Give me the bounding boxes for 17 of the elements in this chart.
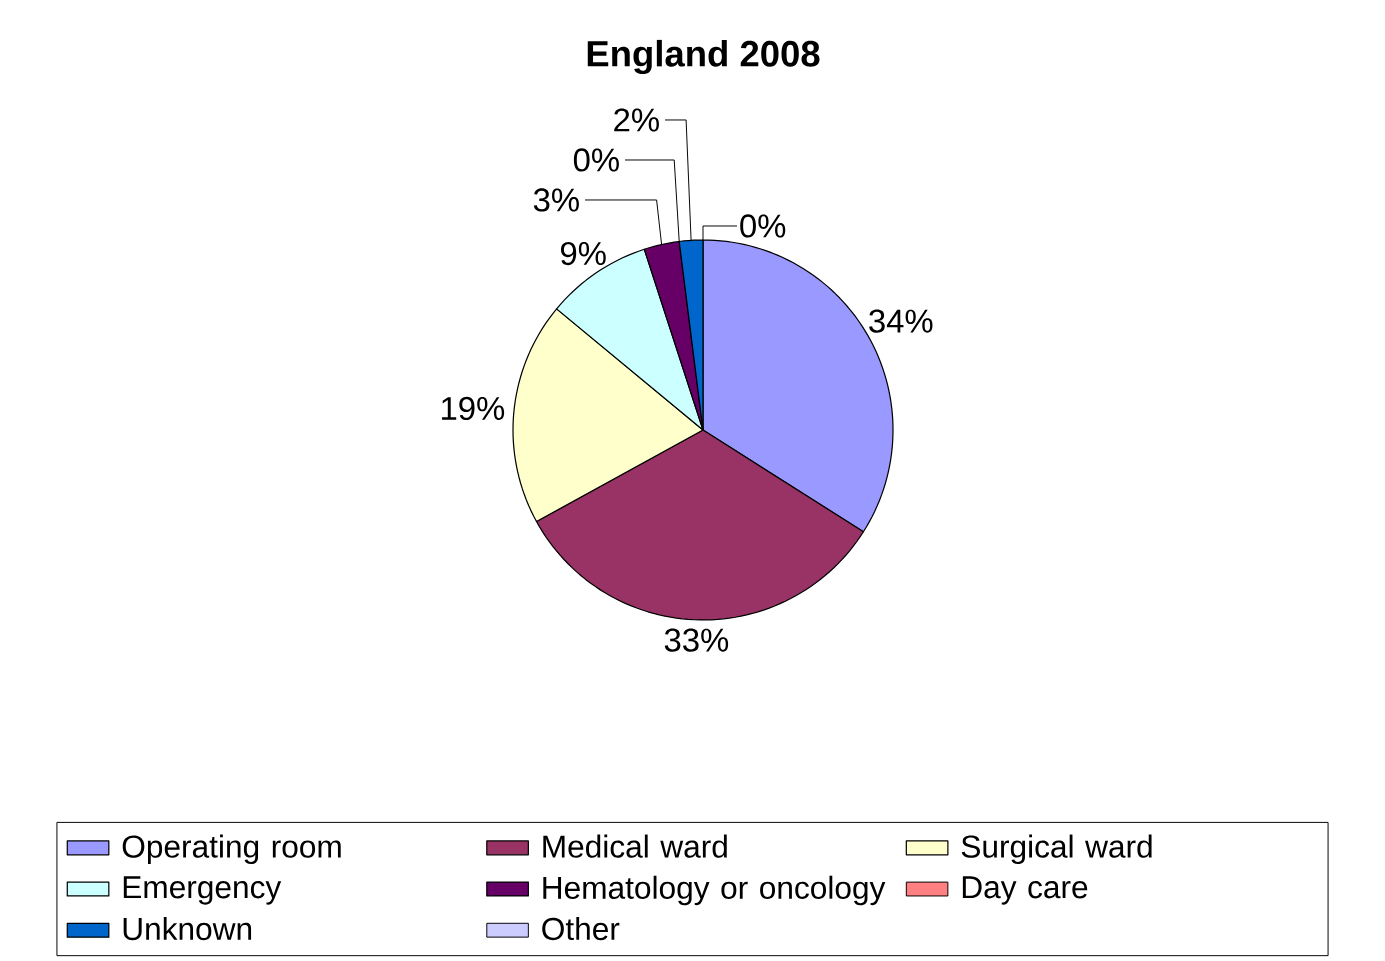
chart-title: England 2008: [587, 39, 820, 75]
data-label: 9%: [560, 241, 606, 266]
text: 0%: [740, 214, 786, 238]
data-label: 3%: [533, 188, 579, 212]
legend-label: Day care: [962, 876, 1088, 905]
legend-label: Emergency: [123, 876, 282, 905]
legend-label: Hematology or oncology: [543, 875, 886, 906]
legend-label: Surgical ward: [961, 834, 1152, 865]
data-label: 2%: [614, 108, 659, 132]
data-label: 33%: [664, 628, 729, 652]
data-label: 34%: [869, 309, 933, 333]
legend-label: Operating room: [122, 834, 341, 865]
legend-label: Other: [542, 916, 620, 941]
text: 0%: [573, 148, 619, 172]
legend-label: Medical ward: [543, 834, 727, 858]
legend-label: Unknown: [123, 916, 252, 941]
data-label: 19%: [442, 396, 505, 421]
